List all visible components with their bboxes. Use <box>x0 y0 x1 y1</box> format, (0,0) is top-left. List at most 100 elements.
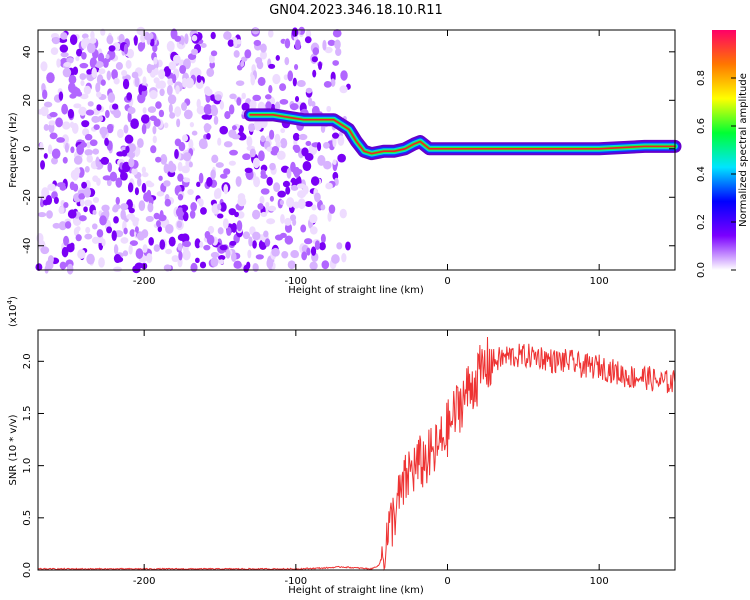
noise-speck <box>100 156 110 165</box>
noise-speck <box>58 206 65 215</box>
colorbar: 0.0 0.2 0.4 0.6 0.8 Normalized spectral ampl… <box>696 30 749 278</box>
noise-speck <box>128 157 135 168</box>
noise-speck <box>134 150 139 157</box>
colorbar-ticks: 0.0 0.2 0.4 0.6 0.8 <box>696 70 736 278</box>
noise-speck <box>334 39 341 50</box>
noise-speck <box>40 160 46 170</box>
noise-speck <box>68 74 77 85</box>
spectrogram-y-ticks: -40 -20 0 20 40 <box>22 45 675 254</box>
noise-speck <box>96 229 104 238</box>
noise-speck <box>190 262 198 273</box>
noise-speck <box>271 247 280 257</box>
noise-speck <box>60 32 68 40</box>
spectrogram-x-label: Height of straight line (km) <box>288 285 424 296</box>
noise-speck <box>268 63 276 69</box>
noise-speck <box>113 254 122 264</box>
noise-speck <box>106 178 112 187</box>
noise-speck <box>210 257 219 268</box>
noise-speck <box>47 183 56 191</box>
noise-speck <box>167 78 174 86</box>
noise-speck <box>269 129 275 140</box>
noise-speck <box>106 70 111 81</box>
noise-speck <box>125 145 130 154</box>
noise-speck <box>53 196 59 204</box>
noise-speck <box>86 253 95 265</box>
noise-speck <box>147 182 155 188</box>
noise-speck <box>87 101 94 107</box>
noise-speck <box>156 220 161 228</box>
noise-speck <box>280 138 288 149</box>
noise-speck <box>260 135 266 143</box>
noise-speck <box>128 244 133 255</box>
noise-speck <box>136 231 146 241</box>
noise-speck <box>159 239 166 250</box>
noise-speck <box>134 226 139 233</box>
noise-speck <box>200 207 207 215</box>
noise-speck <box>98 257 105 268</box>
noise-speck <box>75 226 81 232</box>
noise-speck <box>203 244 211 251</box>
y-tick-label: -40 <box>22 238 33 254</box>
noise-speck <box>235 176 242 187</box>
noise-speck <box>56 137 65 143</box>
noise-speck <box>320 124 326 133</box>
noise-speck <box>84 133 93 141</box>
noise-speck <box>219 244 228 251</box>
noise-speck <box>81 120 90 128</box>
noise-speck <box>312 69 317 78</box>
noise-speck <box>166 85 173 96</box>
noise-speck <box>227 39 235 47</box>
noise-speck <box>159 88 165 97</box>
noise-speck <box>55 117 63 128</box>
noise-speck <box>223 168 231 175</box>
noise-speck <box>345 241 351 251</box>
noise-speck <box>121 161 131 173</box>
noise-speck <box>63 62 72 68</box>
noise-speck <box>140 114 150 124</box>
noise-speck <box>177 173 184 182</box>
noise-speck <box>181 134 189 142</box>
noise-speck <box>255 57 263 65</box>
noise-speck <box>128 207 135 214</box>
noise-speck <box>260 211 268 217</box>
noise-speck <box>62 121 71 130</box>
noise-speck <box>163 122 169 129</box>
noise-speck <box>42 199 49 206</box>
noise-speck <box>127 106 136 115</box>
noise-speck <box>152 125 157 135</box>
noise-speck <box>105 54 110 60</box>
noise-speck <box>86 69 93 75</box>
noise-speck <box>40 61 48 72</box>
noise-speck <box>147 106 157 113</box>
noise-speck <box>300 224 307 233</box>
noise-speck <box>252 263 259 273</box>
noise-speck <box>301 251 308 261</box>
noise-speck <box>228 160 236 166</box>
noise-speck <box>237 196 247 207</box>
noise-speck <box>149 38 155 47</box>
snr-scale-note: (x104) <box>6 296 19 327</box>
noise-speck <box>302 161 312 172</box>
noise-speck <box>166 40 175 52</box>
noise-speck <box>126 213 136 220</box>
noise-speck <box>339 208 347 219</box>
noise-speck <box>284 57 290 66</box>
noise-speck <box>252 209 261 220</box>
noise-speck <box>331 132 340 139</box>
noise-speck <box>320 233 326 244</box>
noise-speck <box>241 92 246 100</box>
noise-speck <box>120 203 129 211</box>
noise-speck <box>76 144 85 156</box>
snr-x-label: Height of straight line (km) <box>288 585 424 596</box>
noise-speck <box>117 128 124 139</box>
noise-speck <box>260 169 266 177</box>
noise-speck <box>81 181 88 189</box>
noise-speck <box>124 134 134 144</box>
noise-speck <box>85 109 95 116</box>
noise-speck <box>78 215 87 222</box>
noise-speck <box>122 250 129 257</box>
noise-speck <box>113 216 119 224</box>
noise-speck <box>287 70 294 82</box>
